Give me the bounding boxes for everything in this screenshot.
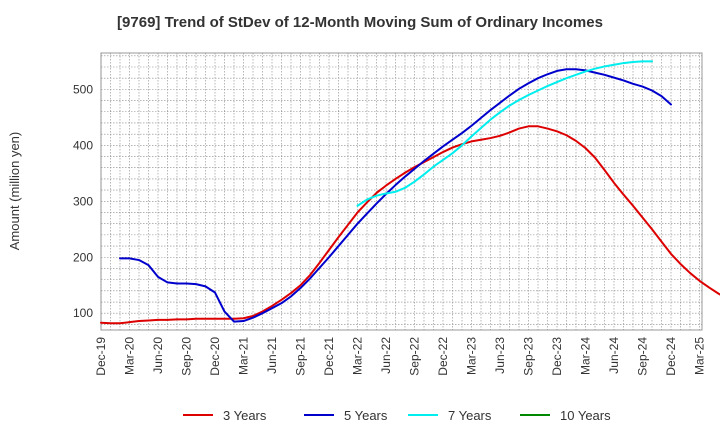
y-axis-ticks: 100 200 300 400 500 [73,82,93,320]
x-tick-label: Sep-20 [180,337,194,376]
x-tick-label: Dec-19 [94,337,108,376]
y-tick-label: 200 [73,250,93,264]
y-tick-label: 100 [73,306,93,320]
x-tick-label: Dec-24 [664,337,678,376]
x-tick-label: Mar-23 [465,337,479,375]
x-tick-label: Jun-21 [265,337,279,374]
legend-label: 7 Years [448,408,492,423]
y-tick-label: 400 [73,138,93,152]
x-tick-label: Sep-24 [636,337,650,376]
x-tick-label: Dec-22 [436,337,450,376]
x-tick-label: Dec-23 [550,337,564,376]
series-layer [100,60,720,325]
x-tick-label: Jun-22 [379,337,393,374]
x-tick-label: Mar-22 [351,337,365,375]
x-tick-label: Mar-25 [693,337,707,375]
x-tick-label: Jun-24 [607,337,621,374]
legend: 3 Years 5 Years 7 Years 10 Years [183,408,611,423]
chart-title: [9769] Trend of StDev of 12-Month Moving… [117,14,603,31]
x-tick-label: Sep-21 [294,337,308,376]
x-tick-label: Dec-21 [322,337,336,376]
series-line-3-years [100,125,720,325]
legend-label: 10 Years [560,408,611,423]
series-line-5-years [119,68,672,323]
x-tick-label: Mar-20 [123,337,137,375]
y-axis-label: Amount (million yen) [7,132,22,251]
x-tick-label: Mar-21 [237,337,251,375]
plot-area [100,52,703,331]
x-tick-label: Sep-23 [522,337,536,376]
x-tick-label: Jun-23 [493,337,507,374]
x-tick-label: Sep-22 [408,337,422,376]
legend-label: 5 Years [344,408,388,423]
legend-label: 3 Years [223,408,267,423]
x-axis-ticks: Dec-19 Mar-20 Jun-20 Sep-20 Dec-20 Mar-21 Jun-… [94,337,707,376]
x-tick-label: Mar-24 [579,337,593,375]
y-tick-label: 300 [73,194,93,208]
x-tick-label: Jun-20 [151,337,165,374]
y-tick-label: 500 [73,82,93,96]
x-tick-label: Dec-20 [208,337,222,376]
series-line-7-years [356,60,653,207]
